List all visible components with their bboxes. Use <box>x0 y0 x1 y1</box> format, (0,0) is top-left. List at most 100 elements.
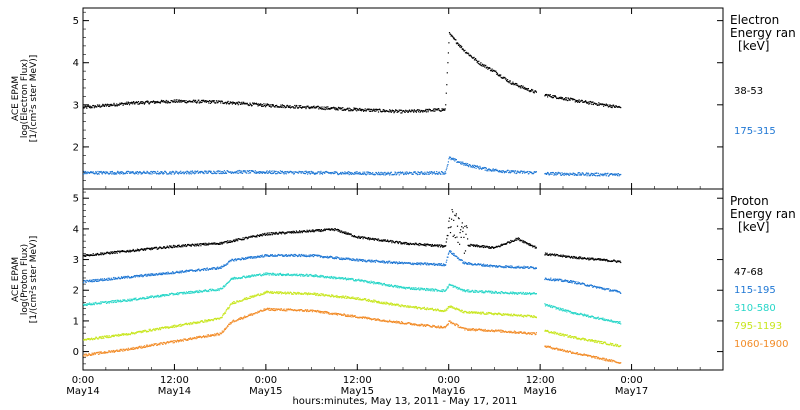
data-point <box>235 103 237 105</box>
data-point <box>573 255 575 258</box>
data-point <box>177 101 179 103</box>
data-point <box>180 271 182 273</box>
data-point <box>285 273 287 275</box>
data-point <box>220 172 222 175</box>
data-point <box>298 274 300 276</box>
data-point <box>125 171 127 173</box>
data-point <box>203 100 205 102</box>
data-point <box>154 101 156 103</box>
data-point <box>279 172 281 174</box>
data-point <box>231 258 233 260</box>
data-point <box>318 229 320 231</box>
data-point <box>244 258 246 260</box>
data-point <box>101 278 103 280</box>
data-point <box>230 277 232 279</box>
data-point <box>85 170 87 173</box>
data-point <box>425 108 427 110</box>
data-point <box>533 91 535 94</box>
data-point <box>224 171 227 173</box>
data-point <box>341 230 343 232</box>
data-point <box>582 257 584 259</box>
data-point <box>317 229 319 231</box>
data-point <box>135 101 137 103</box>
data-point <box>379 282 381 284</box>
data-point <box>374 108 376 110</box>
data-point <box>177 294 179 296</box>
data-point <box>116 103 118 105</box>
data-point <box>337 106 340 108</box>
data-point <box>433 289 435 291</box>
data-point <box>451 157 453 160</box>
data-point <box>525 266 527 268</box>
data-point <box>574 282 576 285</box>
data-point <box>587 284 589 286</box>
data-point <box>97 278 99 280</box>
data-point <box>222 241 224 243</box>
data-point <box>358 109 360 111</box>
data-point <box>491 246 493 248</box>
data-point <box>244 103 246 105</box>
data-point <box>181 172 183 174</box>
data-point <box>223 264 225 266</box>
data-point <box>377 174 379 176</box>
data-point <box>87 254 89 256</box>
data-point <box>436 263 438 266</box>
data-point <box>445 264 447 266</box>
data-point <box>492 266 494 268</box>
data-point <box>240 102 243 104</box>
data-point <box>353 107 355 109</box>
data-point <box>387 173 389 175</box>
data-point <box>391 262 393 264</box>
data-point <box>102 254 104 256</box>
y-tick-label: 4 <box>73 224 79 235</box>
data-point <box>603 105 605 107</box>
data-point <box>545 253 548 255</box>
data-point <box>368 237 370 239</box>
data-point <box>175 99 177 101</box>
data-point <box>441 109 444 111</box>
data-point <box>239 102 241 104</box>
data-point <box>477 62 479 64</box>
data-point <box>239 277 241 280</box>
data-point <box>462 48 464 50</box>
data-point <box>480 290 483 292</box>
data-point <box>430 289 432 291</box>
data-point <box>283 173 285 175</box>
data-point <box>248 104 251 106</box>
data-point <box>350 173 352 175</box>
data-point <box>535 267 537 269</box>
data-point <box>271 254 273 256</box>
data-point <box>198 243 200 245</box>
data-point <box>599 258 601 260</box>
data-point <box>505 79 508 81</box>
data-point <box>238 277 240 279</box>
data-point <box>113 250 116 253</box>
data-point <box>205 171 207 173</box>
data-point <box>145 248 148 250</box>
data-point <box>548 278 550 281</box>
data-point <box>349 173 351 175</box>
data-point <box>424 262 427 264</box>
data-point <box>499 75 501 77</box>
data-point <box>340 278 342 280</box>
data-point <box>251 256 253 258</box>
data-point <box>516 267 518 269</box>
data-point <box>254 170 256 172</box>
data-point <box>137 298 140 300</box>
data-point <box>447 161 449 163</box>
data-point <box>129 102 132 104</box>
data-point <box>481 63 484 65</box>
data-point <box>348 110 350 112</box>
data-point <box>102 105 104 107</box>
data-point <box>133 102 135 104</box>
data-point <box>401 171 404 173</box>
data-point <box>489 170 491 172</box>
data-point <box>215 102 217 104</box>
data-point <box>556 172 558 174</box>
data-point <box>177 172 179 174</box>
data-point <box>252 257 254 259</box>
data-point <box>128 102 130 104</box>
data-point <box>579 256 581 258</box>
data-point <box>263 256 265 258</box>
data-point <box>475 245 477 248</box>
